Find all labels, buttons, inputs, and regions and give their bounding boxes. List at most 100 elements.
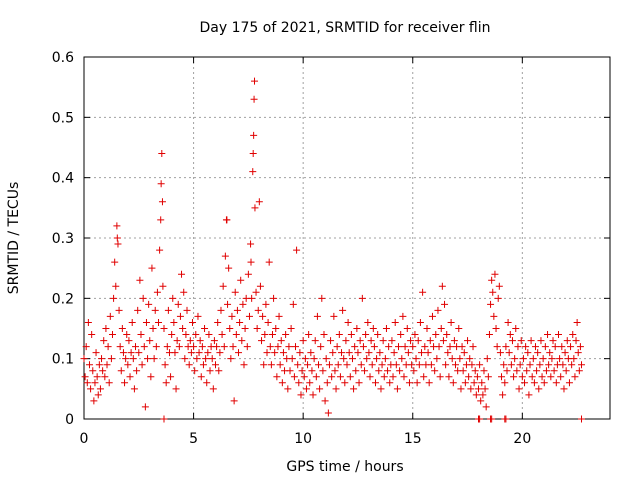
data-point xyxy=(504,318,512,326)
data-point xyxy=(505,349,513,357)
data-point xyxy=(542,367,550,375)
data-point xyxy=(521,379,529,387)
data-point xyxy=(441,300,449,308)
data-point xyxy=(157,180,165,188)
data-point xyxy=(488,276,496,284)
data-point xyxy=(500,361,508,369)
data-point xyxy=(99,367,107,375)
data-point xyxy=(516,361,524,369)
data-point xyxy=(449,379,457,387)
data-point xyxy=(391,318,399,326)
data-point xyxy=(330,312,338,320)
data-point xyxy=(473,373,481,381)
data-point xyxy=(331,367,339,375)
data-point xyxy=(160,325,168,332)
data-point xyxy=(127,349,135,357)
x-tick-label: 15 xyxy=(404,431,422,447)
data-point xyxy=(130,385,138,393)
data-point xyxy=(302,385,310,393)
data-point xyxy=(220,343,228,351)
data-point xyxy=(190,343,198,351)
data-point xyxy=(499,391,507,399)
data-point xyxy=(83,379,91,387)
data-point xyxy=(494,294,502,302)
data-point xyxy=(125,337,133,345)
data-point xyxy=(228,312,236,320)
data-point xyxy=(316,385,324,393)
y-tick-label: 0.6 xyxy=(52,50,74,66)
data-point xyxy=(229,343,237,351)
data-point xyxy=(485,331,493,339)
data-point xyxy=(204,349,212,357)
data-point xyxy=(88,331,96,339)
data-point xyxy=(350,385,358,393)
data-point xyxy=(250,131,258,139)
data-point xyxy=(436,373,444,381)
data-point xyxy=(155,318,163,326)
data-point xyxy=(171,349,179,357)
data-point xyxy=(194,312,202,320)
data-point xyxy=(300,373,308,381)
data-point xyxy=(239,300,247,308)
data-point xyxy=(530,379,538,387)
data-point xyxy=(534,349,542,357)
data-point xyxy=(183,306,191,314)
data-point xyxy=(290,373,298,381)
data-point xyxy=(297,391,305,399)
data-point xyxy=(442,361,450,369)
data-point xyxy=(191,367,199,375)
data-point xyxy=(483,355,491,363)
data-point xyxy=(137,331,145,339)
data-point xyxy=(180,288,188,296)
data-point xyxy=(90,397,98,405)
data-point xyxy=(573,318,581,326)
data-point xyxy=(381,355,389,363)
data-point xyxy=(344,318,352,326)
data-point xyxy=(482,403,490,411)
data-point xyxy=(346,373,354,381)
data-point xyxy=(529,355,537,363)
data-point xyxy=(236,318,244,326)
data-point xyxy=(368,361,376,369)
data-point xyxy=(575,367,583,375)
data-point xyxy=(96,385,104,393)
data-point xyxy=(571,373,579,381)
data-point xyxy=(409,343,417,351)
data-point xyxy=(147,373,155,381)
data-point xyxy=(148,264,156,272)
data-point xyxy=(266,343,274,351)
data-point xyxy=(174,300,182,308)
data-point xyxy=(298,367,306,375)
data-point xyxy=(301,355,309,363)
data-point xyxy=(92,349,100,357)
data-point xyxy=(519,355,527,363)
data-point xyxy=(299,337,307,345)
data-point xyxy=(563,337,571,345)
data-point xyxy=(476,361,484,369)
data-point xyxy=(443,331,451,339)
data-point xyxy=(182,331,190,339)
data-point xyxy=(146,337,154,345)
y-tick-label: 0.1 xyxy=(52,352,74,368)
data-point xyxy=(212,361,219,369)
data-point xyxy=(554,331,562,339)
data-point xyxy=(254,306,262,314)
data-point xyxy=(312,373,320,381)
data-point xyxy=(496,349,504,357)
data-point xyxy=(317,343,325,351)
data-point xyxy=(168,331,176,339)
data-point xyxy=(568,361,576,369)
data-point xyxy=(118,325,126,332)
data-point xyxy=(187,349,195,357)
data-point xyxy=(186,337,194,345)
data-point xyxy=(412,355,420,363)
data-point xyxy=(523,367,531,375)
data-point xyxy=(223,216,231,224)
data-point xyxy=(354,349,362,357)
data-point xyxy=(460,349,468,357)
data-point xyxy=(251,204,259,212)
data-point xyxy=(256,282,264,290)
data-point xyxy=(156,246,164,254)
data-point xyxy=(217,306,225,314)
data-point xyxy=(495,282,503,290)
